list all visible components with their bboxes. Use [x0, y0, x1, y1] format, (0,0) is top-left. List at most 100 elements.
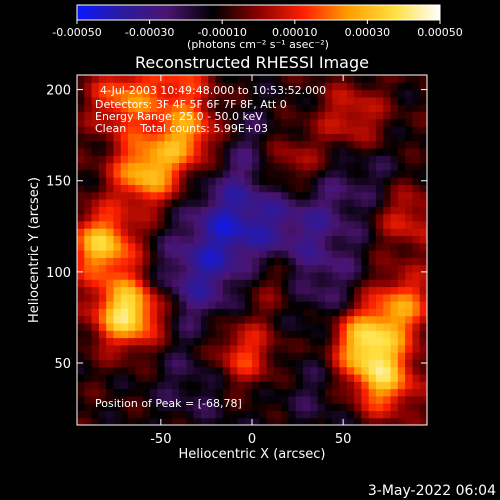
heatmap-cell: [324, 235, 333, 244]
heatmap-cell: [419, 191, 427, 200]
heatmap-cell: [230, 337, 239, 346]
heatmap-cell: [135, 257, 144, 266]
heatmap-cell: [208, 206, 217, 215]
heatmap-cell: [208, 410, 217, 419]
heatmap-cell: [244, 147, 253, 156]
heatmap-cell: [390, 366, 399, 375]
colorbar-tick-label: -0.00050: [52, 26, 101, 39]
heatmap-cell: [361, 417, 370, 425]
heatmap-cell: [84, 308, 93, 317]
heatmap-cell: [361, 271, 370, 280]
heatmap-cell: [332, 373, 341, 382]
heatmap-cell: [361, 198, 370, 207]
heatmap-cell: [259, 344, 268, 353]
heatmap-cell: [332, 177, 341, 185]
heatmap-cell: [84, 140, 93, 149]
heatmap-cell: [281, 293, 290, 302]
heatmap-cell: [208, 147, 217, 156]
heatmap-cell: [259, 359, 268, 368]
heatmap-cell: [179, 417, 187, 425]
heatmap-cell: [375, 279, 384, 288]
heatmap-cell: [412, 82, 421, 91]
heatmap-cell: [106, 301, 115, 309]
heatmap-cell: [383, 147, 392, 156]
heatmap-cell: [208, 169, 217, 178]
heatmap-cell: [281, 359, 290, 368]
heatmap-cell: [237, 250, 246, 258]
heatmap-cell: [106, 330, 115, 339]
heatmap-cell: [237, 286, 246, 295]
heatmap-cell: [149, 126, 158, 134]
heatmap-cell: [157, 286, 166, 295]
heatmap-cell: [405, 140, 414, 149]
heatmap-cell: [281, 213, 290, 222]
heatmap-cell: [346, 322, 355, 331]
heatmap-cell: [324, 213, 333, 222]
heatmap-cell: [375, 344, 384, 353]
heatmap-cell: [142, 330, 151, 339]
heatmap-cell: [77, 155, 85, 164]
heatmap-cell: [157, 89, 166, 98]
heatmap-cell: [237, 155, 246, 164]
heatmap-cell: [252, 147, 260, 156]
heatmap-cell: [200, 184, 209, 193]
heatmap-cell: [157, 111, 166, 120]
heatmap-cell: [281, 366, 290, 375]
heatmap-cell: [346, 257, 355, 266]
heatmap-cell: [208, 388, 217, 397]
heatmap-cell: [405, 337, 414, 346]
heatmap-cell: [252, 133, 260, 142]
heatmap-cell: [215, 250, 224, 258]
heatmap-cell: [346, 126, 355, 134]
heatmap-cell: [412, 301, 421, 309]
heatmap-cell: [149, 111, 158, 120]
heatmap-cell: [128, 235, 136, 244]
heatmap-cell: [281, 410, 290, 419]
heatmap-cell: [208, 257, 217, 266]
heatmap-cell: [171, 352, 180, 360]
heatmap-cell: [164, 177, 173, 185]
heatmap-cell: [295, 126, 304, 134]
heatmap-cell: [171, 126, 180, 134]
heatmap-cell: [252, 410, 260, 419]
heatmap-cell: [113, 96, 122, 105]
heatmap-cell: [98, 235, 107, 244]
heatmap-cell: [252, 286, 260, 295]
heatmap-cell: [317, 220, 326, 229]
heatmap-cell: [200, 118, 209, 127]
heatmap-cell: [230, 403, 239, 412]
heatmap-cell: [273, 337, 282, 346]
heatmap-cell: [200, 417, 209, 425]
heatmap-cell: [164, 352, 173, 360]
heatmap-cell: [193, 155, 202, 164]
heatmap-cell: [91, 308, 100, 317]
heatmap-cell: [120, 82, 129, 91]
heatmap-cell: [200, 264, 209, 273]
heatmap-cell: [252, 352, 260, 360]
heatmap-cell: [215, 169, 224, 178]
heatmap-cell: [324, 82, 333, 91]
heatmap-cell: [339, 206, 348, 215]
heatmap-cell: [222, 198, 231, 207]
heatmap-cell: [200, 104, 209, 113]
heatmap-cell: [186, 140, 195, 149]
heatmap-cell: [164, 118, 173, 127]
heatmap-cell: [230, 155, 239, 164]
heatmap-cell: [281, 301, 290, 309]
heatmap-cell: [383, 344, 392, 353]
heatmap-cell: [295, 177, 304, 185]
heatmap-cell: [230, 228, 239, 237]
heatmap-cell: [149, 191, 158, 200]
heatmap-cell: [354, 293, 362, 302]
heatmap-cell: [222, 373, 231, 382]
heatmap-cell: [368, 388, 377, 397]
heatmap-cell: [149, 330, 158, 339]
heatmap-cell: [339, 315, 348, 324]
heatmap-cell: [222, 235, 231, 244]
heatmap-cell: [288, 177, 297, 185]
heatmap-cell: [164, 330, 173, 339]
heatmap-cell: [390, 177, 399, 185]
heatmap-cell: [142, 293, 151, 302]
heatmap-cell: [113, 147, 122, 156]
heatmap-cell: [84, 220, 93, 229]
